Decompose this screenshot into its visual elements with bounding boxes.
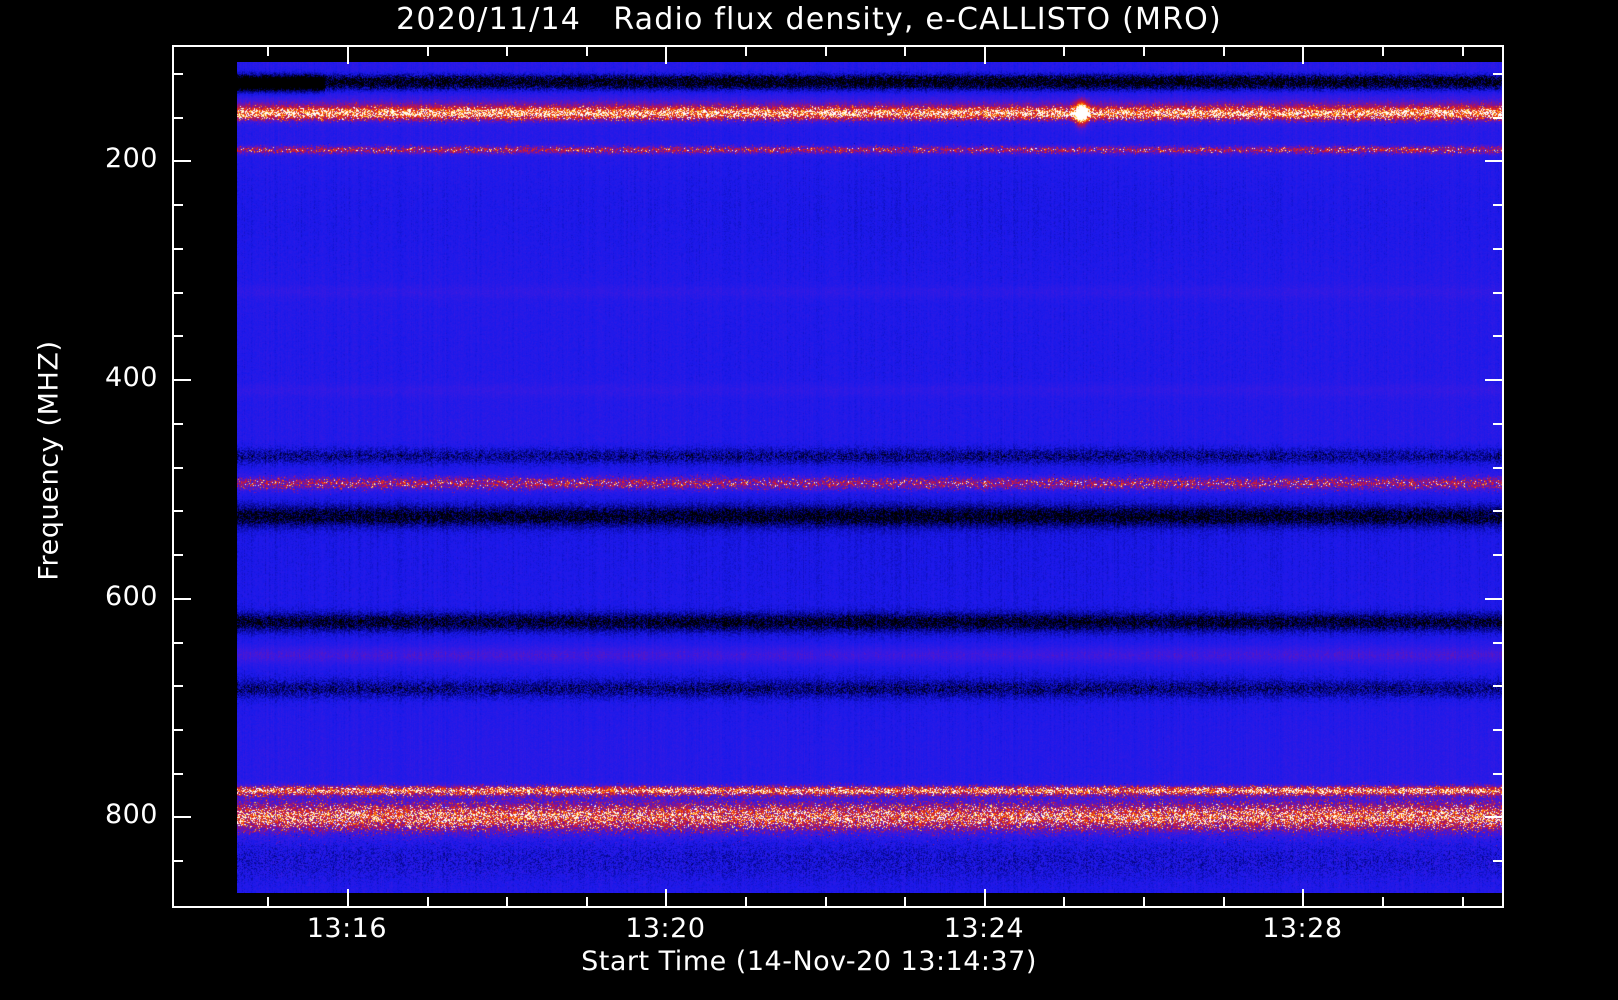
axis-tick: [745, 897, 747, 906]
axis-tick: [174, 685, 183, 687]
axis-tick: [1485, 379, 1502, 381]
y-tick-label: 600: [104, 580, 158, 612]
axis-tick: [174, 335, 183, 337]
axis-tick: [174, 860, 183, 862]
axis-tick: [984, 47, 986, 64]
axis-tick: [1302, 889, 1304, 906]
axis-tick: [1493, 467, 1502, 469]
axis-tick: [586, 897, 588, 906]
axis-tick: [1143, 897, 1145, 906]
axis-tick: [1485, 598, 1502, 600]
axis-tick: [1223, 897, 1225, 906]
x-tick-label: 13:24: [943, 913, 1025, 944]
x-tick-label: 13:28: [1262, 913, 1343, 944]
axis-tick: [174, 642, 183, 644]
axis-tick: [174, 204, 183, 206]
axis-tick: [825, 47, 827, 56]
axis-tick: [1063, 47, 1065, 56]
axis-tick: [1493, 335, 1502, 337]
axis-tick: [506, 897, 508, 906]
axis-tick: [904, 47, 906, 56]
axis-tick: [1302, 47, 1304, 64]
axis-tick: [1493, 642, 1502, 644]
axis-tick: [1063, 897, 1065, 906]
axis-tick: [745, 47, 747, 56]
axis-tick: [174, 729, 183, 731]
axis-tick: [174, 248, 183, 250]
plot-frame: [172, 45, 1504, 908]
axis-tick: [267, 47, 269, 56]
axis-tick: [174, 554, 183, 556]
axis-tick: [1462, 897, 1464, 906]
axis-tick: [174, 598, 191, 600]
axis-tick: [174, 379, 191, 381]
axis-tick: [904, 897, 906, 906]
axis-tick: [1485, 816, 1502, 818]
axis-tick: [1493, 729, 1502, 731]
axis-tick: [347, 889, 349, 906]
axis-tick: [665, 889, 667, 906]
axis-tick: [427, 897, 429, 906]
axis-tick: [1462, 47, 1464, 56]
y-tick-label: 200: [104, 143, 158, 175]
axis-tick: [1493, 73, 1502, 75]
axis-tick: [506, 47, 508, 56]
axis-tick: [1493, 685, 1502, 687]
x-tick-label: 13:16: [306, 913, 388, 944]
spectrogram-image: [237, 62, 1503, 893]
axis-tick: [267, 897, 269, 906]
axis-tick: [1493, 423, 1502, 425]
axis-tick: [1493, 292, 1502, 294]
axis-tick: [174, 73, 183, 75]
axis-tick: [174, 816, 191, 818]
axis-tick: [1382, 897, 1384, 906]
axis-tick: [174, 423, 183, 425]
axis-tick: [427, 47, 429, 56]
page-title: 2020/11/14 Radio flux density, e-CALLIST…: [396, 2, 1222, 37]
axis-tick: [1493, 510, 1502, 512]
axis-tick: [174, 510, 183, 512]
x-axis-title: Start Time (14-Nov-20 13:14:37): [581, 946, 1037, 977]
axis-tick: [1493, 773, 1502, 775]
axis-tick: [665, 47, 667, 64]
axis-tick: [1143, 47, 1145, 56]
axis-tick: [1493, 248, 1502, 250]
axis-tick: [174, 117, 183, 119]
axis-tick: [825, 897, 827, 906]
axis-tick: [1223, 47, 1225, 56]
x-tick-label: 13:20: [625, 913, 706, 944]
axis-tick: [1485, 160, 1502, 162]
axis-tick: [174, 773, 183, 775]
axis-tick: [1382, 47, 1384, 56]
axis-tick: [1493, 554, 1502, 556]
axis-tick: [1493, 117, 1502, 119]
axis-tick: [174, 467, 183, 469]
y-axis-title: Frequency (MHZ): [33, 340, 65, 581]
axis-tick: [347, 47, 349, 64]
axis-tick: [586, 47, 588, 56]
axis-tick: [1493, 204, 1502, 206]
y-tick-label: 800: [104, 799, 158, 831]
axis-tick: [174, 160, 191, 162]
axis-tick: [984, 889, 986, 906]
y-tick-label: 400: [104, 362, 158, 394]
axis-tick: [1493, 860, 1502, 862]
axis-tick: [174, 292, 183, 294]
